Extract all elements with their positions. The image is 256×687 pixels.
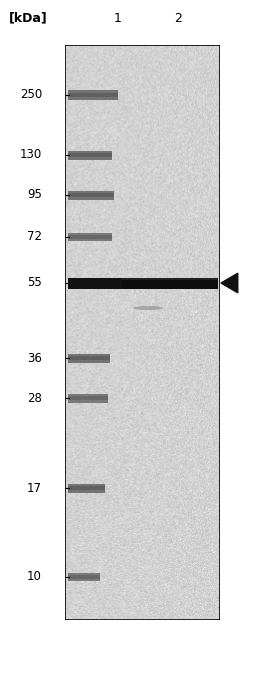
Bar: [68, 153, 112, 157]
Bar: [68, 190, 114, 199]
Text: 1: 1: [114, 12, 122, 25]
Text: 95: 95: [27, 188, 42, 201]
Text: 55: 55: [27, 276, 42, 289]
Bar: [68, 576, 100, 578]
Bar: [68, 150, 112, 159]
Bar: [68, 281, 120, 285]
Text: 10: 10: [27, 570, 42, 583]
Bar: [68, 573, 100, 581]
Bar: [68, 356, 110, 360]
Bar: [68, 93, 118, 97]
Bar: [68, 394, 108, 403]
Polygon shape: [221, 273, 238, 293]
Bar: [68, 233, 112, 241]
Ellipse shape: [133, 306, 163, 310]
Text: [kDa]: [kDa]: [9, 12, 47, 25]
Bar: [68, 236, 112, 238]
Bar: [68, 193, 114, 196]
Bar: [68, 396, 108, 400]
Bar: [120, 278, 218, 280]
Text: 17: 17: [27, 482, 42, 495]
Text: 36: 36: [27, 352, 42, 365]
Text: 2: 2: [174, 12, 182, 25]
Bar: [68, 278, 122, 289]
Text: 250: 250: [20, 89, 42, 102]
Bar: [68, 278, 120, 289]
Text: 28: 28: [27, 392, 42, 405]
Bar: [68, 354, 110, 363]
Bar: [120, 278, 218, 289]
Text: 72: 72: [27, 231, 42, 243]
Bar: [68, 486, 105, 490]
Bar: [68, 90, 118, 100]
Text: 130: 130: [20, 148, 42, 161]
Bar: [68, 484, 105, 493]
